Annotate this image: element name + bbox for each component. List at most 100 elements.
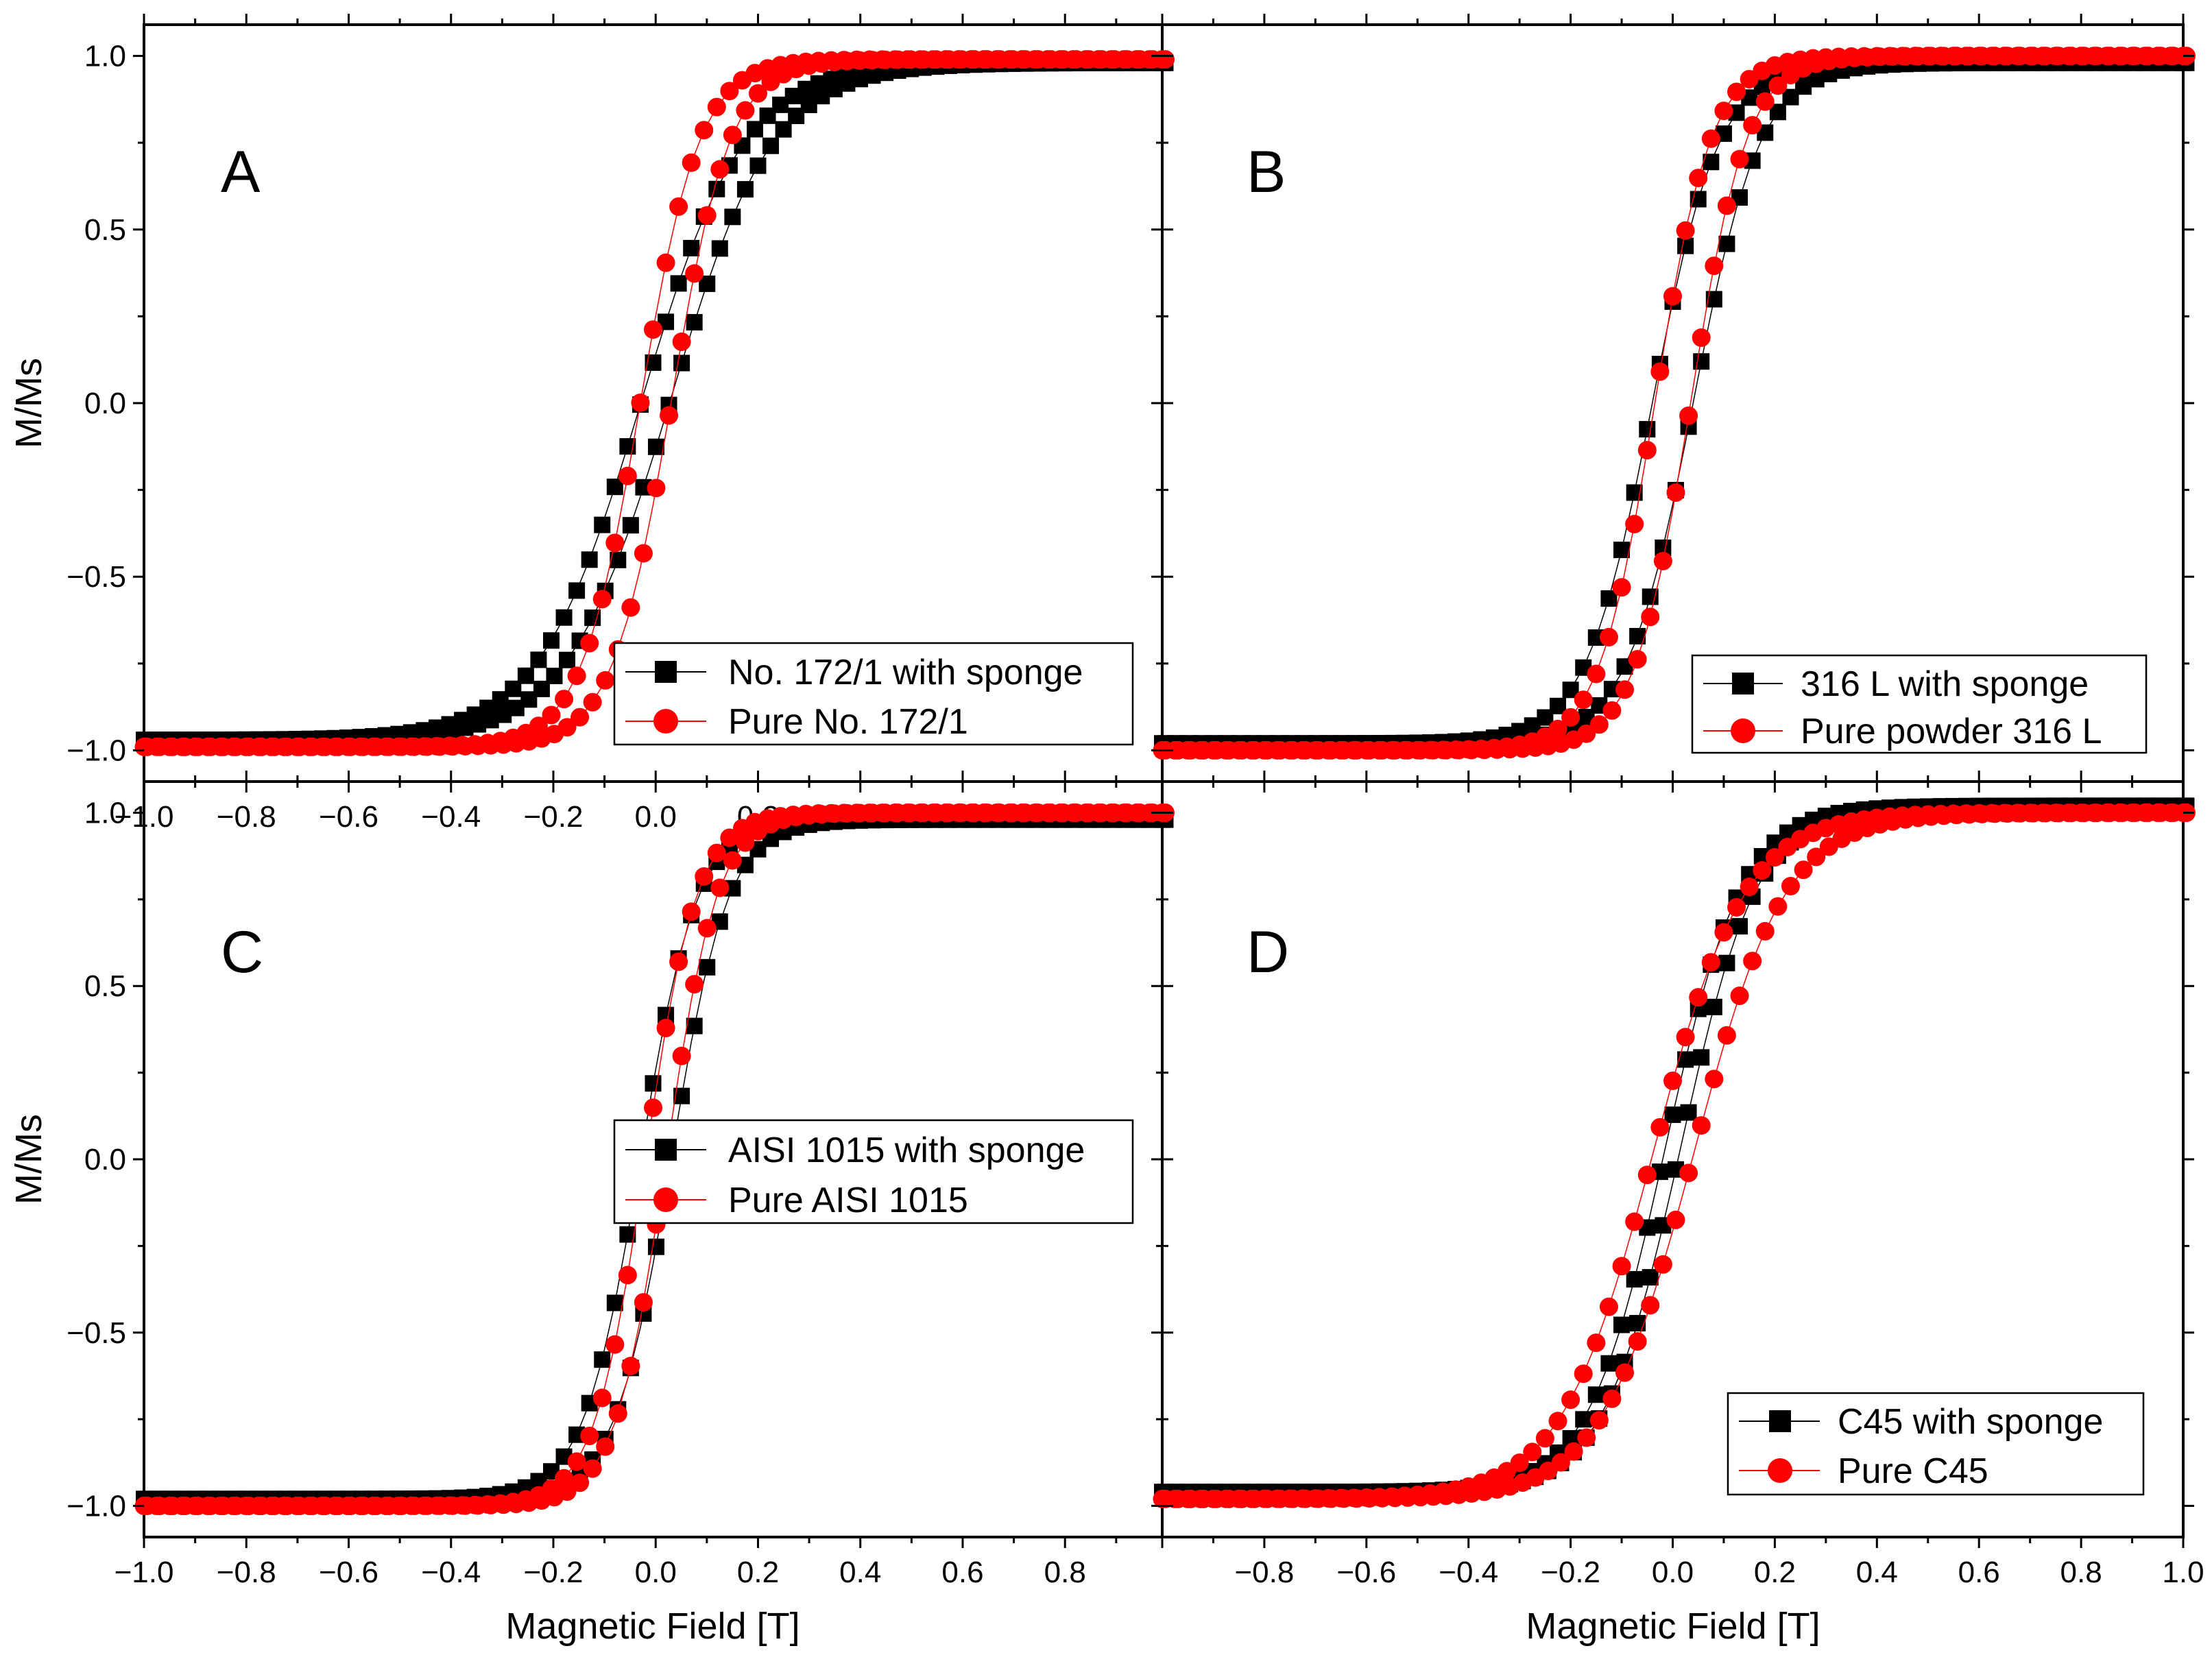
data-point (1029, 803, 1048, 822)
data-point (1092, 50, 1111, 69)
x-tick-label: 0.4 (839, 1556, 881, 1589)
data-point (736, 833, 755, 852)
data-point (1717, 1026, 1736, 1045)
data-point (1663, 1072, 1682, 1091)
y-tick-label: 0.0 (84, 1143, 126, 1176)
data-point (1450, 740, 1469, 760)
data-point (1232, 740, 1251, 760)
data-point (990, 50, 1009, 69)
data-point (1574, 690, 1593, 710)
data-point (1194, 740, 1213, 760)
data-point (278, 737, 297, 756)
data-point (660, 406, 679, 425)
data-point (1271, 1489, 1290, 1508)
data-point (189, 737, 208, 756)
series-line (1162, 62, 2183, 745)
data-point (1548, 719, 1567, 738)
data-point (1794, 860, 1813, 880)
data-point (530, 651, 547, 668)
series-a-2 (134, 50, 1175, 756)
data-point (1718, 235, 1735, 252)
data-point (1054, 803, 1073, 822)
data-point (1680, 1104, 1697, 1121)
data-point (1334, 740, 1354, 760)
data-point (1998, 47, 2017, 66)
data-point (1003, 50, 1022, 69)
data-point (1510, 1453, 1529, 1473)
data-point (1130, 50, 1149, 69)
data-point (1284, 740, 1303, 760)
data-point (354, 1496, 373, 1515)
data-point (1309, 740, 1328, 760)
data-point (2023, 47, 2043, 66)
panel-label-a: A (221, 139, 261, 205)
data-point (683, 239, 700, 256)
data-point (2087, 47, 2106, 66)
y-axis-label-bottom: M/Ms (8, 1114, 49, 1205)
data-point (583, 692, 602, 712)
data-point (1637, 441, 1657, 460)
data-point (1689, 169, 1708, 188)
data-point (1693, 353, 1710, 370)
x-tick-label: −0.4 (421, 1556, 481, 1589)
data-point (315, 1497, 335, 1516)
data-point (1041, 803, 1060, 822)
data-point (724, 208, 741, 226)
data-point (570, 1473, 590, 1492)
data-point (1768, 897, 1788, 916)
data-point (542, 705, 561, 725)
data-point (2075, 803, 2094, 823)
data-point (1960, 47, 1979, 66)
data-point (647, 438, 664, 455)
data-point (265, 737, 284, 756)
data-point (939, 803, 959, 823)
data-point (749, 157, 767, 174)
data-point (1615, 680, 1635, 699)
x-tick-label: 1.0 (2162, 1556, 2204, 1589)
y-tick-label: −0.5 (67, 1316, 126, 1350)
x-tick-label: 0.2 (737, 1556, 779, 1589)
data-point (341, 737, 360, 756)
series-d-2 (1153, 803, 2196, 1508)
data-point (634, 1293, 653, 1312)
data-point (1523, 1442, 1542, 1462)
data-point (697, 919, 717, 938)
series-line (1162, 805, 2183, 1493)
data-point (583, 1459, 602, 1478)
data-point (965, 803, 984, 823)
legend-label-d-1: C45 with sponge (1838, 1402, 2103, 1442)
data-point (926, 50, 946, 69)
data-point (618, 466, 637, 485)
legend-panel-a: No. 172/1 with sponge Pure No. 172/1 (613, 642, 1134, 746)
series-b-2 (1153, 47, 2196, 760)
data-point (670, 275, 687, 292)
data-point (150, 737, 169, 756)
data-point (341, 1497, 360, 1515)
data-point (1029, 50, 1048, 69)
legend-label-b-2: Pure powder 316 L (1801, 712, 2102, 751)
data-point (1321, 1489, 1341, 1508)
data-point (605, 533, 625, 553)
data-point (2011, 803, 2030, 823)
data-point (226, 737, 245, 756)
data-point (826, 80, 843, 97)
legend-label-c-1: AISI 1015 with sponge (728, 1131, 1085, 1170)
data-point (1641, 1296, 1660, 1315)
data-point (1701, 953, 1720, 972)
data-point (1753, 861, 1772, 880)
data-point (1143, 50, 1162, 69)
data-point (1155, 1489, 1175, 1508)
data-point (1411, 740, 1430, 760)
data-point (2062, 47, 2081, 66)
data-point (1692, 1116, 1711, 1135)
data-point (952, 50, 971, 69)
data-point (1705, 998, 1722, 1015)
data-point (672, 333, 691, 352)
x-tick-label: 0.2 (1754, 1556, 1796, 1589)
data-point (1664, 1106, 1681, 1123)
data-point (711, 240, 728, 257)
panel-d-plot: −0.8 −0.6 −0.4 −0.2 0.0 0.2 0.4 0.6 0.8 1.0 (1153, 797, 2204, 1589)
data-point (685, 264, 704, 283)
data-point (2036, 803, 2056, 823)
data-point (621, 598, 640, 617)
